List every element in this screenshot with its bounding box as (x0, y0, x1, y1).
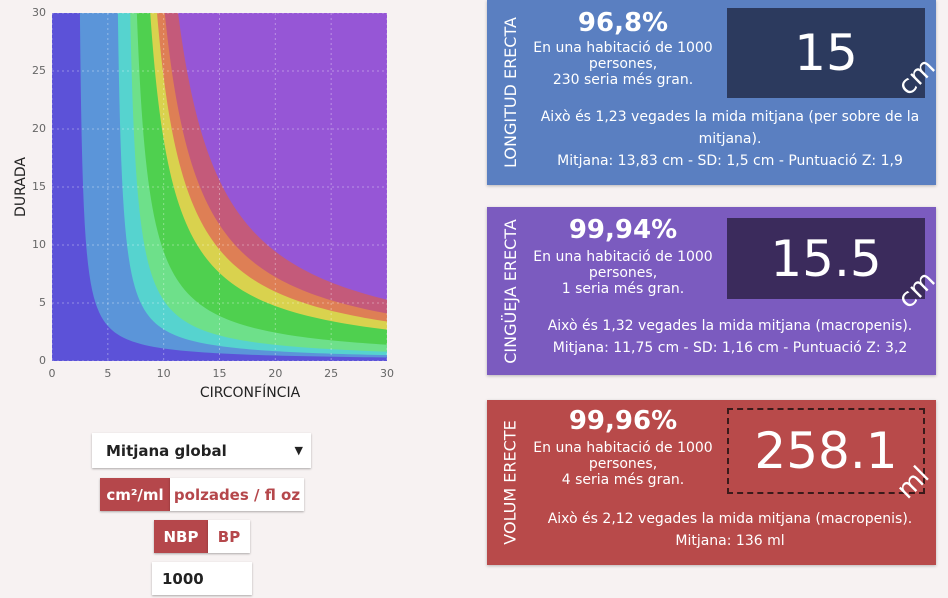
unit-button[interactable]: polzades / fl oz (170, 478, 304, 511)
percentile: 99,96% (568, 406, 678, 436)
x-tick-label: 15 (213, 367, 227, 380)
description: Això és 1,32 vegades la mida mitjana (ma… (547, 318, 913, 334)
result-card: CINGÜEJA ERECTA 99,94% En una habitació de… (487, 207, 941, 375)
select-arrow: ▼ (294, 444, 303, 457)
select-text: Mitjana global (106, 441, 227, 460)
result-card: VOLUM ERECTE 99,96% En una habitació de 10… (487, 400, 936, 565)
y-axis-label: DURADA (13, 157, 29, 217)
description: Això és 2,12 vegades la mida mitjana (ma… (547, 511, 913, 527)
room-line: persones, (588, 56, 658, 72)
room-line: 4 seria més gran. (561, 472, 685, 488)
room-line: 1 seria més gran. (561, 281, 685, 297)
y-tick-label: 10 (32, 238, 46, 251)
card-label-wrap: VOLUM ERECTE (495, 400, 525, 565)
count-input[interactable]: 1000 (152, 562, 252, 595)
description: Això és 1,23 vegades la mida mitjana (pe… (540, 109, 920, 147)
card-label: LONGITUD ERECTA (500, 17, 520, 168)
y-tick-label: 15 (32, 180, 46, 193)
room-line: En una habitació de 1000 (533, 40, 713, 56)
stats: Mitjana: 13,83 cm - SD: 1,5 cm - Puntuac… (557, 153, 903, 169)
stats: Mitjana: 136 ml (675, 533, 785, 549)
stats: Mitjana: 11,75 cm - SD: 1,16 cm - Puntua… (552, 340, 908, 356)
x-tick-label: 10 (157, 367, 171, 380)
room-line: En una habitació de 1000 (533, 249, 713, 265)
card-label-wrap: LONGITUD ERECTA (495, 0, 525, 185)
value-box: 258.1 (727, 408, 925, 494)
room-line: 230 seria més gran. (552, 72, 694, 88)
band (52, 13, 387, 361)
card-label: CINGÜEJA ERECTA (500, 218, 520, 364)
percentile: 96,8% (577, 8, 669, 38)
mode-button[interactable]: BP (208, 520, 250, 553)
y-tick-label: 30 (32, 6, 46, 19)
x-tick-label: 20 (268, 367, 282, 380)
y-tick-label: 25 (32, 64, 46, 77)
card-label: VOLUM ERECTE (500, 420, 520, 545)
x-tick-label: 30 (380, 367, 394, 380)
mode-button[interactable]: NBP (154, 520, 208, 553)
band (52, 13, 387, 361)
unit-button[interactable]: cm²/ml (100, 478, 170, 511)
room-line: persones, (588, 456, 658, 472)
value-box: 15.5 (727, 218, 925, 299)
x-tick-label: 25 (324, 367, 338, 380)
chart: CIRCONFÍNCIA DURADA 0 5 10 15 20 25 30 0 5 10 15 20… (13, 6, 394, 401)
room-line: persones, (588, 265, 658, 281)
card-label-wrap: CINGÜEJA ERECTA (495, 207, 525, 375)
x-tick-label: 5 (104, 367, 111, 380)
room-text: En una habitació de 1000 persones, 230 ser… (523, 40, 723, 88)
dataset-select[interactable]: Mitjana global ▼ (92, 433, 311, 468)
result-card: LONGITUD ERECTA 96,8% En una habitació de … (487, 0, 941, 185)
y-tick-label: 0 (39, 354, 46, 367)
percentile: 99,94% (568, 215, 678, 245)
y-tick-label: 20 (32, 122, 46, 135)
x-tick-label: 0 (49, 367, 56, 380)
x-axis-label: CIRCONFÍNCIA (200, 384, 301, 401)
room-text: En una habitació de 1000 persones, 1 seria… (523, 249, 723, 297)
value-box: 15 (727, 8, 925, 98)
room-line: En una habitació de 1000 (533, 440, 713, 456)
y-tick-label: 5 (39, 296, 46, 309)
room-text: En una habitació de 1000 persones, 4 seria… (523, 440, 723, 488)
